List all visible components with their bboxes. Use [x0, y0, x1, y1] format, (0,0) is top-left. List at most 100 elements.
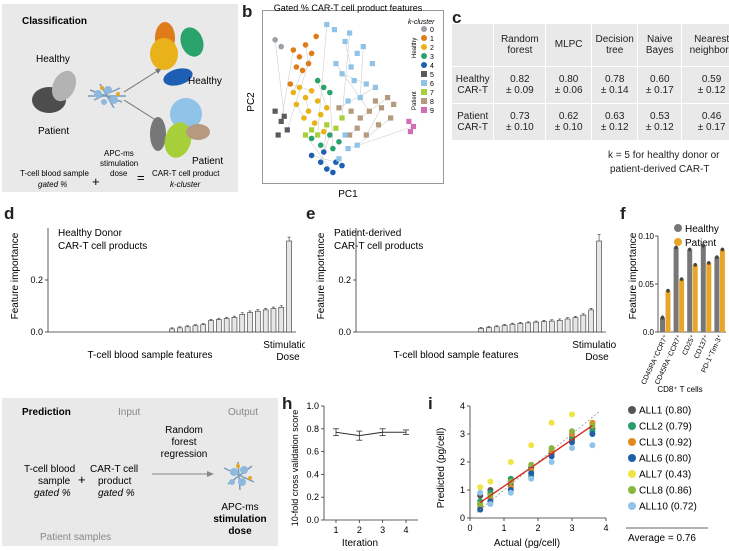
patient-point [385, 95, 391, 101]
importance-bar [596, 240, 602, 333]
healthy-point [324, 105, 330, 111]
healthy-output-label: Healthy [188, 76, 222, 87]
importance-bar [580, 314, 587, 333]
table-row-label-patient: Patient CAR-T [452, 103, 495, 140]
table-header-decision-tree: Decision tree [591, 24, 639, 67]
dose-label-line1: APC-ms [104, 149, 134, 158]
chart-d-title-line1: Healthy Donor [58, 228, 123, 239]
chart-b-legend-group-healthy: Healthy [412, 38, 418, 58]
healthy-point [339, 162, 345, 169]
table-header-nearest-neighbors: Nearest neighbors [681, 24, 729, 67]
plus-sign: + [92, 174, 100, 189]
chart-d-dose-label-line1: Stimulation [263, 340, 305, 351]
patient-point [354, 125, 360, 131]
performance-table: Random forest MLPC Decision tree Naive B… [452, 24, 729, 140]
prediction-point [569, 445, 575, 451]
connection-line [280, 49, 294, 122]
y-tick-label: 0.2 [306, 492, 319, 502]
healthy-point [293, 64, 300, 70]
mean-dot [660, 315, 665, 320]
patient-point [347, 132, 353, 138]
table-header-mlpc: MLPC [545, 24, 592, 67]
patient-point [315, 132, 321, 138]
table-cell: 0.62 ± 0.10 [545, 103, 592, 140]
healthy-point [313, 33, 319, 40]
connection-line [335, 63, 370, 112]
chart-f-ylabel: Feature importance [628, 232, 639, 319]
importance-bar [478, 328, 484, 333]
legend-label: 2 [430, 45, 434, 52]
healthy-point [296, 54, 303, 60]
mean-dot [679, 277, 684, 281]
prediction-point [548, 445, 555, 451]
importance-bar [231, 317, 238, 333]
chart-d-ylabel: Feature importance [10, 232, 21, 319]
healthy-point [299, 67, 306, 74]
healthy-point [314, 98, 321, 104]
legend-label: 1 [430, 36, 434, 43]
connection-line [293, 70, 303, 93]
legend-label: ALL7 (0.43) [639, 470, 691, 481]
patient-point [324, 122, 330, 128]
panel-g-output-label: Output [228, 407, 258, 418]
healthy-feature-importance-chart: Healthy Donor CAR-T cell products Featur… [10, 228, 305, 363]
healthy-point [317, 111, 324, 118]
chart-b-legend-title: k-cluster [408, 19, 435, 26]
healthy-point [308, 88, 315, 94]
connection-line [311, 155, 337, 163]
y-tick-label: 0 [460, 513, 465, 523]
patient-point [333, 61, 339, 67]
table-cell: 0.53 ± 0.12 [637, 103, 683, 140]
healthy-point [314, 77, 321, 84]
prediction-point [569, 428, 575, 435]
legend-marker [628, 406, 636, 414]
patient-point [407, 129, 413, 135]
healthy-point [308, 152, 315, 159]
patient-point [378, 105, 385, 111]
regression-line [479, 425, 593, 504]
table-cell: 0.82 ± 0.09 [493, 66, 547, 104]
healthy-input-ellipse [51, 70, 77, 102]
dose-label-line3: dose [110, 169, 128, 178]
panel-label-e: e [306, 204, 316, 223]
healthy-point [296, 84, 303, 91]
healthy-point [317, 142, 324, 148]
legend-marker [628, 438, 636, 446]
chart-i-ylabel: Predicted (pg/cell) [436, 428, 447, 509]
table-c-footnote-line1: k = 5 for healthy donor or [608, 150, 720, 161]
g-product-line2: product [98, 476, 132, 487]
legend-label: 9 [430, 108, 434, 115]
chart-d-title-line2: CAR-T cell products [58, 241, 147, 252]
g-rf-line3: regression [161, 449, 208, 460]
importance-bar [208, 320, 214, 333]
patient-point [366, 108, 372, 114]
panel-a-title: Classification [22, 16, 87, 27]
legend-marker [628, 454, 636, 462]
legend-marker [421, 71, 427, 77]
importance-bar [262, 309, 269, 333]
prediction-point [477, 484, 484, 491]
y-tick-label: 0.0 [30, 327, 43, 337]
equals-sign: = [137, 170, 145, 185]
healthy-point [278, 43, 284, 50]
y-tick-label: 0.8 [306, 424, 319, 434]
legend-marker [421, 53, 427, 59]
importance-bar [239, 314, 246, 333]
table-cell: 0.78 ± 0.14 [591, 66, 639, 104]
healthy-point [317, 159, 324, 165]
patient-point [391, 101, 397, 107]
sample-label-line2: gated % [38, 180, 67, 189]
healthy-point [330, 145, 336, 152]
mean-dot [707, 261, 711, 265]
patient-point [354, 142, 360, 148]
connection-line [360, 97, 388, 119]
importance-bar [255, 310, 261, 333]
sample-label-line1: T-cell blood sample [20, 169, 89, 178]
legend-marker [628, 470, 636, 478]
cross-validation-chart: 10-fold cross validation score Iteration… [290, 401, 418, 549]
patient-point [406, 118, 412, 124]
table-cell: 0.46 ± 0.17 [681, 103, 729, 140]
patient-point [357, 95, 363, 101]
patient-output-label: Patient [192, 156, 223, 167]
importance-bar [486, 327, 492, 333]
